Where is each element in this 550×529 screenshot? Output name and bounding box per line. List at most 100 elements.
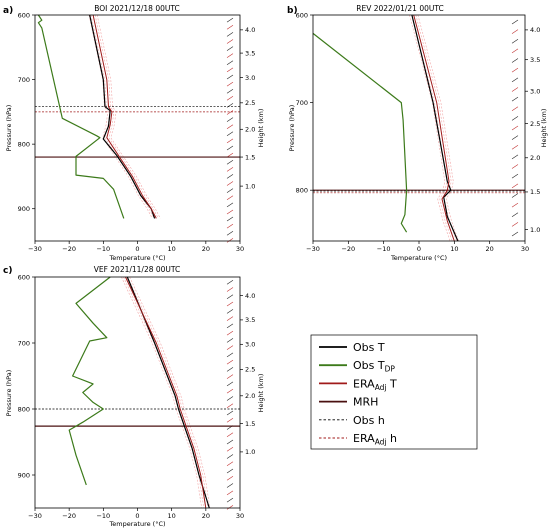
wind-barb <box>226 74 234 80</box>
wind-barb <box>226 396 234 401</box>
wind-barb <box>226 410 234 416</box>
wind-barb <box>226 159 234 165</box>
wind-barb <box>511 145 519 150</box>
y-tick-label: 600 <box>18 11 30 19</box>
x-axis-label-c: Temperature (°C) <box>108 520 165 528</box>
wind-barb <box>226 88 234 94</box>
x-tick-label: −30 <box>28 245 42 253</box>
series-obs-tdp <box>312 32 408 233</box>
x-tick-label: 20 <box>202 512 210 520</box>
y-axis-label-c: Pressure (hPa) <box>5 370 13 417</box>
wind-barb <box>226 359 234 365</box>
wind-barb <box>226 294 234 300</box>
wind-barb <box>511 212 519 217</box>
wind-barb <box>226 316 234 321</box>
wind-barb <box>226 216 234 222</box>
wind-barb <box>226 497 234 503</box>
y-axis-label-a: Pressure (hPa) <box>5 105 13 152</box>
wind-barb <box>226 468 234 474</box>
x-tick-label: 0 <box>135 512 139 520</box>
wind-barb <box>226 138 234 144</box>
y-tick-label: 600 <box>296 11 308 19</box>
wind-barb <box>226 174 234 179</box>
ensemble-member-line <box>123 276 205 509</box>
x-tick-label: −10 <box>96 512 110 520</box>
axes-frame-a <box>34 14 241 242</box>
wind-barb <box>226 352 234 358</box>
wind-barb <box>511 231 519 237</box>
wind-barb <box>226 447 234 452</box>
ensemble-member-line <box>96 14 161 219</box>
y2-tick-label: 2.5 <box>245 99 255 107</box>
wind-barb <box>226 287 234 292</box>
panel-title-a: BOI 2021/12/18 00UTC <box>94 4 180 13</box>
wind-barb <box>226 461 234 467</box>
y2-tick-label: 3.5 <box>245 316 255 324</box>
wind-barb <box>511 222 519 227</box>
wind-barb <box>226 96 234 101</box>
wind-barb <box>226 280 234 285</box>
wind-barb <box>511 58 519 63</box>
wind-barb <box>226 231 234 236</box>
wind-barb <box>226 505 234 510</box>
wind-barb <box>226 124 234 129</box>
y2-tick-label: 2.0 <box>245 126 255 134</box>
x-axis-label-a: Temperature (°C) <box>108 254 165 262</box>
axes-frame-c <box>34 276 241 509</box>
wind-barb <box>226 110 234 115</box>
plot-area-b: −30 −20 −10 0 10 20 30 600 700 800 4.0 3.5 3.0 2.5 2.0… <box>296 11 541 253</box>
wind-barb <box>226 60 234 66</box>
y-tick-label: 700 <box>296 99 308 107</box>
wind-barb <box>226 67 234 73</box>
wind-barb <box>511 77 519 83</box>
panel-rev: b) REV 2022/01/21 00UTC −30 −20 −10 0 10 20 30… <box>287 4 548 262</box>
wind-barb <box>226 81 234 87</box>
wind-barb <box>226 454 234 459</box>
y2-tick-label: 2.5 <box>245 366 255 374</box>
wind-barb <box>226 432 234 437</box>
wind-barb <box>511 154 519 160</box>
y-tick-label: 700 <box>18 339 30 347</box>
wind-barb <box>226 403 234 408</box>
ensemble-member-line <box>88 14 153 219</box>
legend-label: ERAAdj T <box>353 377 397 392</box>
y2-tick-label: 1.0 <box>530 226 540 234</box>
x-tick-label: 0 <box>417 245 421 253</box>
wind-barb <box>226 181 234 186</box>
x-tick-label: −20 <box>62 245 76 253</box>
wind-barb <box>226 53 234 58</box>
wind-barb <box>226 483 234 488</box>
x-tick-label: 20 <box>202 245 210 253</box>
wind-barb <box>511 48 519 54</box>
legend-box <box>310 334 478 450</box>
y-tick-label: 700 <box>18 76 30 84</box>
panel-vef: c) VEF 2021/11/28 00UTC −30 −20 −10 0 10 20 30… <box>3 265 265 528</box>
wind-barb <box>511 87 519 92</box>
y-tick-label: 900 <box>18 205 30 213</box>
x-tick-label: 10 <box>450 245 458 253</box>
y2-tick-label: 4.0 <box>530 26 540 34</box>
y-tick-label: 900 <box>18 471 30 479</box>
legend-label: Obs T <box>353 341 385 354</box>
y2-axis-label-c: Height (km) <box>257 374 265 413</box>
ensemble-member-line <box>90 14 155 219</box>
x-tick-label: −30 <box>28 512 42 520</box>
wind-barb <box>511 29 519 34</box>
wind-barb <box>226 374 234 379</box>
wind-barb <box>226 338 234 343</box>
x-tick-label: 30 <box>521 245 529 253</box>
wind-barb <box>226 476 234 481</box>
wind-barb <box>226 417 234 423</box>
series-era-t <box>92 14 157 219</box>
panel-label-c: c) <box>3 266 12 276</box>
ensemble-member-line <box>127 276 209 509</box>
wind-barb <box>511 135 519 140</box>
wind-barb <box>226 46 234 51</box>
wind-barb <box>511 173 519 179</box>
legend-label: MRH <box>353 396 378 409</box>
plot-area-a: −30 −20 −10 0 10 20 30 600 700 800 900 4.0 3.5 3.0 2.5… <box>18 11 256 253</box>
ensemble-member-line <box>129 276 211 509</box>
legend-label: ERAAdj h <box>353 432 397 447</box>
series-obs-t <box>411 14 459 242</box>
wind-barb <box>226 145 234 151</box>
